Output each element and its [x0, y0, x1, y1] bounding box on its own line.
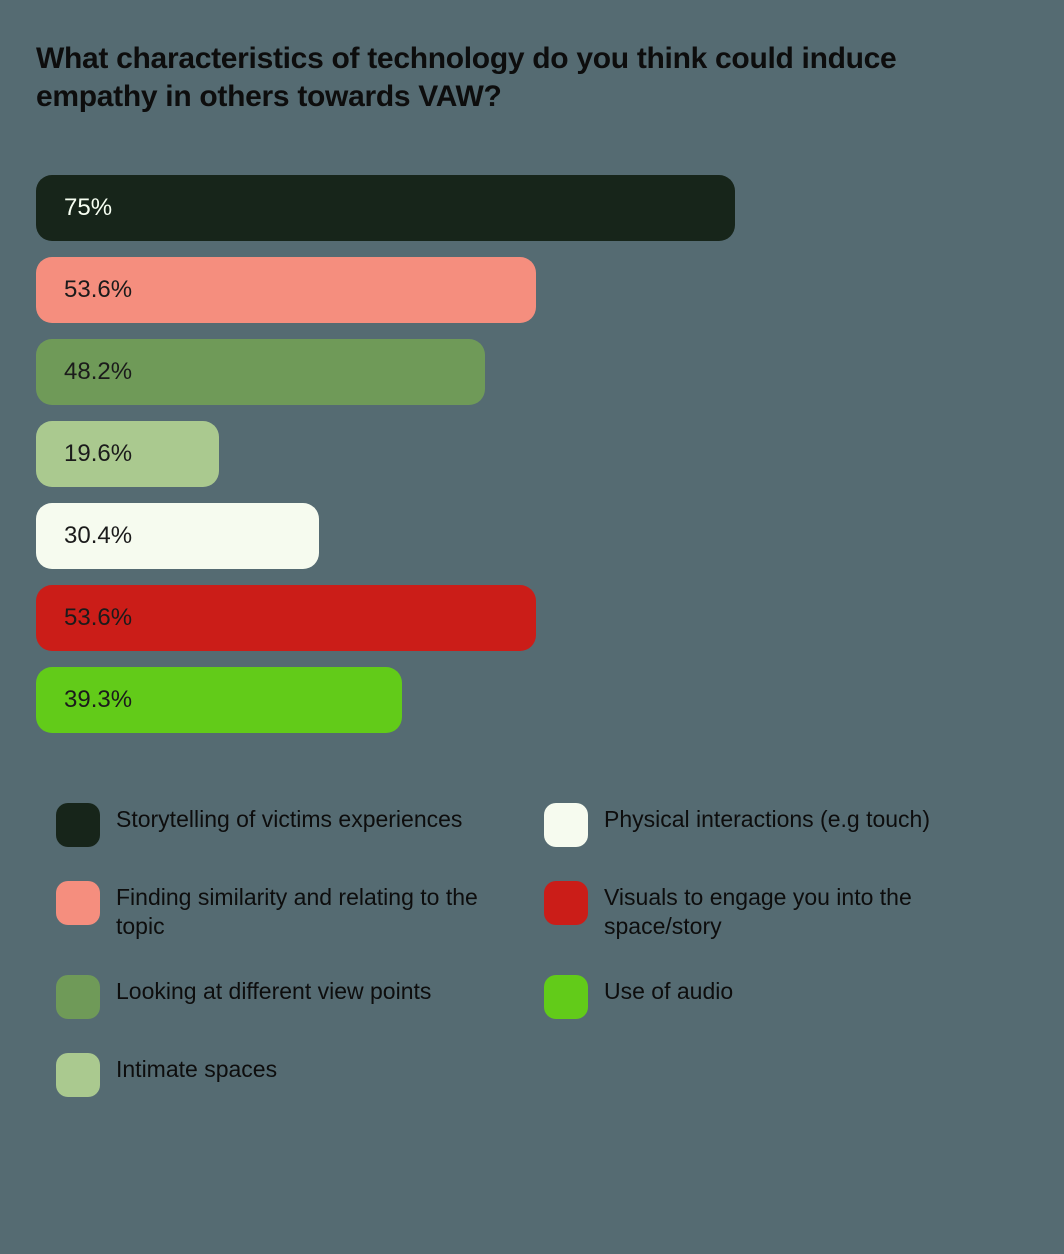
legend-item: Visuals to engage you into the space/sto… [544, 881, 1008, 941]
legend-label: Intimate spaces [116, 1053, 277, 1084]
bar: 53.6% [36, 257, 536, 323]
bar-chart: 75% 53.6% 48.2% 19.6% 30.4% 53.6% 39.3% [36, 175, 1028, 733]
bar-value-label: 30.4% [64, 522, 132, 550]
bar-value-label: 75% [64, 194, 112, 222]
bar: 39.3% [36, 667, 402, 733]
legend-label: Physical interactions (e.g touch) [604, 803, 930, 834]
legend-label: Use of audio [604, 975, 733, 1006]
chart-title: What characteristics of technology do yo… [36, 40, 1028, 115]
bar: 75% [36, 175, 735, 241]
legend-item: Physical interactions (e.g touch) [544, 803, 1008, 847]
legend-swatch [56, 1053, 100, 1097]
bar: 19.6% [36, 421, 219, 487]
legend-swatch [544, 881, 588, 925]
legend-label: Visuals to engage you into the space/sto… [604, 881, 1008, 941]
legend-label: Looking at different view points [116, 975, 431, 1006]
bar-value-label: 53.6% [64, 276, 132, 304]
bar-value-label: 19.6% [64, 440, 132, 468]
bar: 30.4% [36, 503, 319, 569]
legend-item: Use of audio [544, 975, 1008, 1019]
legend-item: Finding similarity and relating to the t… [56, 881, 520, 941]
legend-swatch [544, 803, 588, 847]
legend-swatch [56, 803, 100, 847]
legend-label: Storytelling of victims experiences [116, 803, 462, 834]
legend-swatch [56, 881, 100, 925]
bar: 53.6% [36, 585, 536, 651]
legend-item: Intimate spaces [56, 1053, 520, 1097]
legend-item: Storytelling of victims experiences [56, 803, 520, 847]
legend-swatch [56, 975, 100, 1019]
legend-label: Finding similarity and relating to the t… [116, 881, 520, 941]
bar-value-label: 39.3% [64, 686, 132, 714]
legend-item: Looking at different view points [56, 975, 520, 1019]
bar: 48.2% [36, 339, 485, 405]
bar-value-label: 48.2% [64, 358, 132, 386]
legend: Storytelling of victims experiences Physi… [36, 803, 1028, 1097]
legend-swatch [544, 975, 588, 1019]
bar-value-label: 53.6% [64, 604, 132, 632]
